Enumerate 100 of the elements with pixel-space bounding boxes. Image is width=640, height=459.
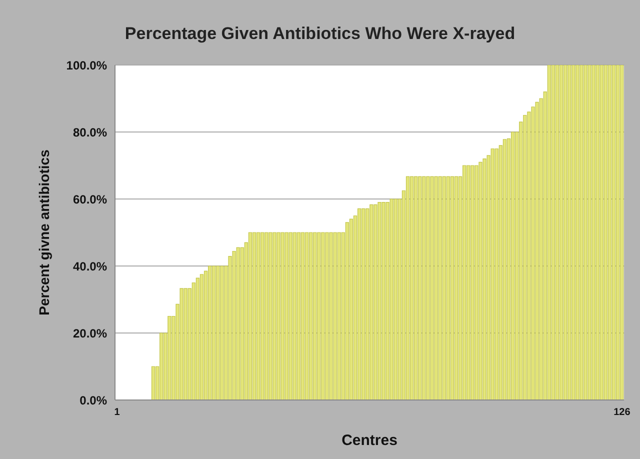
bar [184,288,188,400]
bar [576,65,580,400]
bar [317,232,321,400]
bar [612,65,616,400]
bar [313,232,317,400]
bar [406,176,410,400]
bar [600,65,604,400]
bar [620,65,624,400]
bar [502,139,507,400]
bar [494,148,498,400]
bar [418,176,422,400]
bar [426,176,430,400]
bar [555,65,560,400]
bar [535,102,539,400]
bar [559,65,564,400]
bar [329,232,333,400]
bar [309,232,313,400]
x-tick-label: 1 [114,407,120,418]
bar [414,176,418,400]
bar [284,232,288,400]
bar [168,316,172,400]
bar [592,65,596,400]
bar [466,165,470,400]
bar [366,208,370,400]
y-axis-title: Percent givne antibiotics [36,149,52,316]
bar [616,65,620,400]
bar [374,204,378,400]
y-tick-label: 20.0% [72,326,108,340]
bar [378,202,382,400]
bar [272,232,276,400]
bar [474,165,478,400]
bar [300,232,305,400]
bar [604,65,608,400]
bar [325,232,329,400]
bar [268,232,272,400]
bar [568,65,572,400]
bar [394,198,398,400]
bar [337,232,341,400]
bar [454,176,458,400]
bar [216,266,220,400]
y-tick-label: 100.0% [66,58,108,72]
bar [276,232,280,400]
bar [588,65,592,400]
bar [362,208,366,400]
bar [547,65,551,400]
bar [584,65,588,400]
bar [349,218,353,400]
bar [248,232,252,400]
bar [490,148,494,400]
bar [580,65,584,400]
bar [160,332,164,400]
bar [551,65,555,400]
bar [296,232,300,400]
bar [292,232,296,400]
bar [510,132,515,400]
bar [232,250,236,400]
bar [462,165,466,400]
bar [523,114,527,400]
bar [321,232,325,400]
bar [370,204,374,400]
bar [151,366,156,400]
bar [438,176,442,400]
bar [434,176,438,400]
bar [196,278,200,400]
bar [345,222,349,400]
bar [357,208,362,400]
bar [236,247,240,400]
chart-title: Percentage Given Antibiotics Who Were X-rayed [124,24,516,44]
bar [482,158,486,400]
bar [564,65,568,400]
bar [256,232,260,400]
bar [288,232,292,400]
bar [390,198,394,400]
x-tick-label: 126 [614,407,631,418]
bar [386,202,390,400]
bar [422,176,426,400]
bar [280,232,284,400]
bar [304,232,309,400]
y-tick-label: 40.0% [72,259,108,274]
bar [450,176,454,400]
bar [382,202,386,400]
bar [470,165,474,400]
y-tick-label: 0.0% [80,393,108,408]
bar [596,65,600,400]
bar [410,176,414,400]
x-axis-title: Centres [342,432,398,449]
bar [430,176,434,400]
bar [208,266,212,400]
bar [608,65,612,400]
bar [252,232,256,400]
bar [264,232,268,400]
bar [478,162,482,400]
bar [446,176,450,400]
bar [333,232,337,400]
bar [572,65,576,400]
y-tick-label: 60.0% [72,192,108,206]
bar [220,266,224,400]
y-tick-label: 80.0% [72,125,108,140]
bar [212,266,216,400]
bar [260,232,264,400]
